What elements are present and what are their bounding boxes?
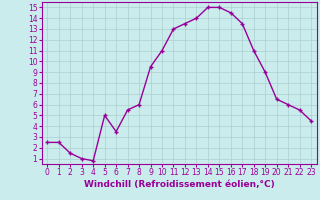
X-axis label: Windchill (Refroidissement éolien,°C): Windchill (Refroidissement éolien,°C)	[84, 180, 275, 189]
